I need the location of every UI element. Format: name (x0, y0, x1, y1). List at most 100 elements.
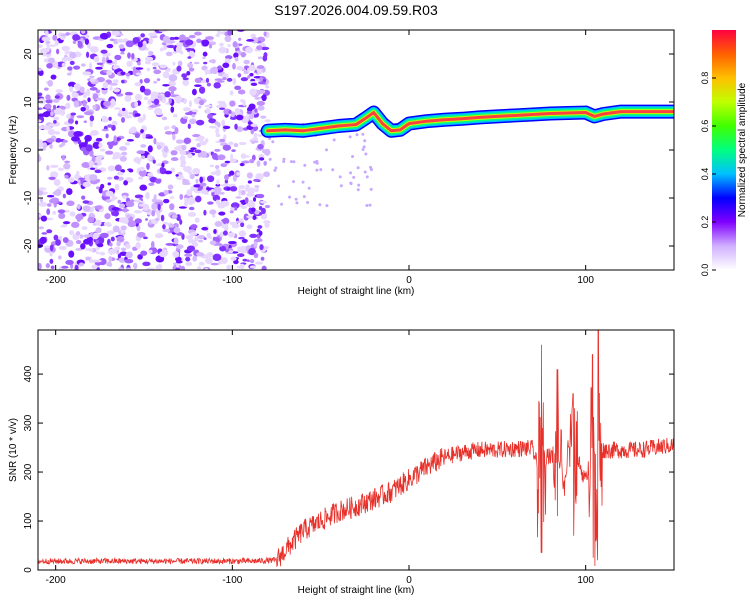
noise-dot (89, 167, 96, 171)
noise-dot (71, 221, 80, 229)
noise-dot (125, 201, 135, 208)
noise-dot (259, 76, 264, 82)
noise-dot (256, 160, 261, 167)
noise-dot (233, 206, 238, 211)
noise-dot (69, 211, 76, 217)
noise-dot (140, 33, 146, 38)
noise-dot (225, 249, 230, 252)
colorbar-tick-label: 0.6 (700, 120, 710, 133)
noise-dot (229, 100, 236, 107)
noise-dot (120, 225, 127, 231)
noise-dot (173, 36, 180, 40)
noise-dot (107, 182, 112, 186)
noise-dot (217, 154, 226, 161)
noise-dot (108, 256, 113, 263)
noise-dot (187, 153, 193, 159)
noise-dot (52, 104, 57, 110)
colorbar-tick-label: 0.4 (700, 168, 710, 181)
noise-dot (263, 220, 271, 224)
noise-dot (263, 171, 271, 178)
noise-dot (147, 145, 153, 153)
noise-dot (365, 203, 369, 207)
noise-dot (247, 121, 253, 126)
noise-dot (121, 151, 128, 156)
noise-dot (84, 38, 90, 45)
noise-dot (351, 155, 355, 159)
noise-dot (195, 119, 205, 126)
noise-dot (106, 176, 113, 180)
noise-dot (38, 113, 48, 117)
noise-dot (61, 62, 66, 68)
noise-dot (46, 62, 53, 69)
spectrogram-frame (37, 29, 675, 271)
noise-dot (121, 79, 125, 84)
noise-dot (249, 112, 255, 120)
noise-dot (167, 184, 174, 190)
noise-dot (239, 231, 245, 237)
noise-dot (206, 175, 215, 183)
snr-line (38, 330, 674, 568)
noise-dot (110, 236, 115, 242)
noise-dot (39, 197, 43, 203)
noise-dot (243, 70, 249, 75)
noise-dot (364, 152, 368, 156)
noise-dot (222, 144, 232, 151)
x-tick-label: 100 (577, 575, 594, 586)
noise-dot (259, 200, 268, 204)
noise-dot (238, 37, 242, 41)
noise-dot (256, 67, 263, 75)
noise-dot (263, 148, 271, 156)
noise-dot (243, 59, 250, 65)
noise-dot (313, 160, 317, 164)
noise-dot (125, 267, 132, 270)
noise-dot (237, 89, 246, 95)
noise-dot (105, 150, 114, 155)
noise-dot (234, 123, 238, 130)
noise-dot (226, 187, 231, 191)
noise-dot (188, 149, 195, 153)
noise-dot (118, 257, 126, 263)
noise-dot (250, 140, 259, 144)
noise-dot (212, 194, 221, 202)
noise-dot (98, 142, 103, 148)
noise-dot (206, 252, 214, 258)
noise-dot (80, 243, 86, 250)
noise-dot (83, 238, 92, 245)
noise-dot (175, 139, 184, 144)
snr-y-ticks: 0 100 200 300 400 (23, 365, 674, 573)
noise-dot (92, 232, 99, 240)
noise-dot (303, 163, 307, 167)
noise-dot (205, 257, 213, 264)
noise-dot (153, 98, 160, 105)
noise-dot (82, 200, 90, 204)
noise-dot (119, 251, 128, 257)
noise-dot (204, 192, 209, 195)
noise-dot (175, 267, 180, 270)
noise-dot (95, 97, 105, 101)
noise-dot (199, 182, 207, 187)
noise-dot (238, 185, 246, 190)
noise-dot (230, 202, 240, 209)
noise-dot (95, 227, 102, 234)
noise-dot (243, 213, 249, 221)
noise-dot (226, 77, 233, 82)
noise-dot (238, 141, 247, 146)
noise-dot (82, 181, 92, 188)
noise-dot (76, 203, 81, 210)
noise-dot (38, 107, 43, 111)
noise-dot (112, 225, 120, 233)
noise-dot (229, 221, 237, 226)
noise-dot (257, 143, 264, 150)
colorbar (712, 30, 736, 270)
noise-dot (164, 91, 171, 98)
noise-dot (240, 222, 245, 228)
noise-dot (121, 195, 128, 200)
noise-dot (114, 183, 120, 191)
noise-dot (61, 155, 66, 161)
noise-dot (107, 124, 113, 128)
noise-dot (75, 239, 82, 245)
noise-dot (137, 117, 144, 123)
noise-dot (55, 89, 63, 93)
noise-dot (230, 111, 236, 118)
noise-dot (75, 213, 84, 221)
